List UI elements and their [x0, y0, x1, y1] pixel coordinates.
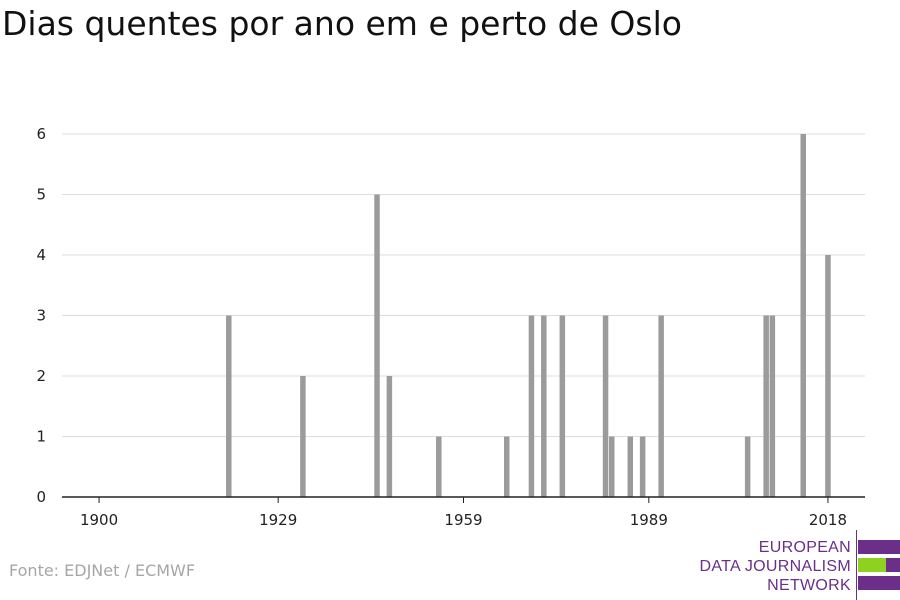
bar — [763, 315, 769, 497]
logo-bar-green — [858, 558, 886, 572]
bar — [769, 315, 776, 497]
y-tick-label: 2 — [36, 367, 46, 385]
logo-line-2: DATA JOURNALISM — [699, 558, 851, 575]
y-tick-label: 0 — [36, 488, 46, 506]
x-tick-label: 1929 — [259, 511, 297, 529]
source-note: Fonte: EDJNet / ECMWF — [9, 561, 196, 580]
x-tick-label: 1900 — [80, 511, 118, 529]
chart-title: Dias quentes por ano em e perto de Oslo — [2, 4, 682, 43]
x-tick-label: 1989 — [630, 511, 668, 529]
y-tick-label: 6 — [36, 125, 46, 143]
logo-line-1: EUROPEAN — [758, 539, 851, 556]
logo-divider — [856, 530, 857, 600]
bar — [503, 436, 510, 497]
bar — [559, 315, 566, 497]
bar — [658, 315, 664, 497]
y-tick-label: 5 — [36, 186, 46, 204]
bar — [436, 436, 442, 497]
bar — [627, 436, 634, 497]
bar — [608, 436, 615, 497]
logo-line-3: NETWORK — [767, 577, 851, 594]
bar — [639, 436, 646, 497]
y-tick-label: 1 — [36, 428, 46, 446]
logo-bar-middle — [858, 558, 900, 572]
bar — [800, 134, 806, 497]
bar — [528, 315, 535, 497]
bar — [602, 315, 609, 497]
x-tick-label: 1959 — [444, 511, 482, 529]
y-tick-label: 3 — [36, 307, 46, 325]
bar — [300, 376, 306, 497]
bar — [825, 255, 831, 497]
logo-bar-bottom — [858, 576, 900, 590]
bar — [386, 376, 393, 497]
bar — [374, 194, 380, 497]
bar — [226, 315, 232, 497]
edjnet-logo: EUROPEAN DATA JOURNALISM NETWORK — [700, 530, 900, 600]
y-tick-label: 4 — [36, 246, 46, 264]
x-tick-label: 2018 — [809, 511, 847, 529]
logo-bar-top — [858, 540, 900, 554]
bar — [541, 315, 547, 497]
logo-text: EUROPEAN DATA JOURNALISM NETWORK — [700, 538, 851, 595]
bar — [744, 436, 751, 497]
